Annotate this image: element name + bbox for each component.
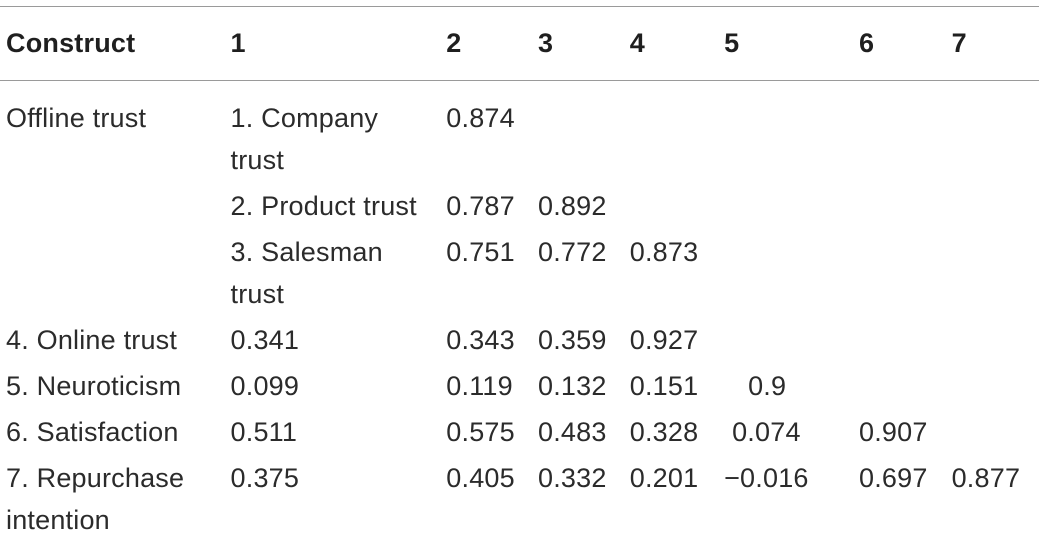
value-cell: 0.697: [858, 463, 928, 493]
table-row: 5. Neuroticism 0.099 0.119 0.132 0.151 0…: [0, 361, 1039, 407]
construct-cell: [0, 227, 231, 315]
value-cell: 0.772: [538, 237, 607, 267]
table-row: 6. Satisfaction 0.511 0.575 0.483 0.328 …: [0, 407, 1039, 453]
correlation-table: Construct 1 2 3 4 5 6 7 Offline trust 1.…: [0, 6, 1039, 541]
value-cell: 0.892: [538, 191, 607, 221]
header-construct: Construct: [6, 28, 136, 58]
construct-cell: 4. Online trust: [6, 325, 178, 355]
header-row: Construct 1 2 3 4 5 6 7: [0, 6, 1039, 81]
value-cell: [952, 227, 1039, 315]
subconstruct-cell: 3. Salesman trust: [231, 227, 447, 315]
header-col-6: 6: [858, 28, 875, 58]
table-row: 3. Salesman trust 0.751 0.772 0.873: [0, 227, 1039, 315]
value-cell: 0.132: [538, 371, 607, 401]
header-col-7: 7: [951, 28, 967, 58]
value-cell: 0.873: [629, 237, 699, 267]
value-cell: [630, 181, 724, 227]
construct-cell: Offline trust: [6, 103, 147, 133]
header-col-3: 3: [538, 28, 554, 58]
value-cell: 0.9: [748, 371, 787, 401]
value-cell: 0.099: [230, 371, 300, 401]
subconstruct-label: 1. Company trust: [230, 103, 379, 175]
construct-cell: 5. Neuroticism: [6, 371, 182, 401]
value-cell: 0.201: [629, 463, 699, 493]
subconstruct-label: 3. Salesman trust: [230, 237, 383, 309]
value-cell: [952, 407, 1039, 453]
value-cell: [630, 81, 724, 182]
value-cell: 0.877: [951, 463, 1021, 493]
table-row: 4. Online trust 0.341 0.343 0.359 0.927: [0, 315, 1039, 361]
value-cell: [952, 81, 1039, 182]
table-row: 7. Repurchase intention 0.375 0.405 0.33…: [0, 453, 1039, 541]
table-row: Offline trust 1. Company trust 0.874: [0, 81, 1039, 182]
header-col-5: 5: [724, 28, 740, 58]
value-cell: [724, 181, 859, 227]
value-cell: 0.328: [629, 417, 699, 447]
value-cell: [724, 81, 859, 182]
value-cell: 0.151: [629, 371, 699, 401]
value-cell: 0.359: [538, 325, 607, 355]
construct-label: 7. Repurchase intention: [6, 463, 185, 535]
value-cell: [859, 227, 952, 315]
construct-cell: 7. Repurchase intention: [0, 453, 231, 541]
value-cell: [724, 315, 859, 361]
header-col-4: 4: [629, 28, 645, 58]
value-cell: 0.119: [446, 371, 513, 401]
value-cell: −0.016: [724, 463, 809, 493]
value-cell: [952, 315, 1039, 361]
value-cell: 0.927: [629, 325, 699, 355]
table-row: 2. Product trust 0.787 0.892: [0, 181, 1039, 227]
value-cell: 0.332: [538, 463, 607, 493]
value-cell: 0.341: [230, 325, 300, 355]
value-cell: [952, 361, 1039, 407]
value-cell: 0.074: [732, 417, 801, 447]
value-cell: [859, 81, 952, 182]
value-cell: [724, 227, 859, 315]
value-cell: [952, 181, 1039, 227]
value-cell: 0.787: [446, 191, 515, 221]
value-cell: 0.575: [446, 417, 515, 447]
value-cell: 0.874: [446, 103, 515, 133]
value-cell: [538, 81, 630, 182]
value-cell: 0.405: [446, 463, 515, 493]
construct-cell: 6. Satisfaction: [6, 417, 179, 447]
value-cell: 0.907: [858, 417, 928, 447]
subconstruct-cell: 1. Company trust: [231, 81, 447, 182]
value-cell: 0.511: [230, 417, 298, 447]
subconstruct-cell: 2. Product trust: [230, 191, 417, 221]
value-cell: 0.483: [538, 417, 607, 447]
value-cell: [859, 315, 952, 361]
value-cell: 0.375: [230, 463, 300, 493]
value-cell: [859, 361, 952, 407]
header-col-2: 2: [446, 28, 462, 58]
construct-cell: [0, 181, 231, 227]
value-cell: 0.343: [446, 325, 515, 355]
header-col-1: 1: [230, 28, 246, 58]
value-cell: [859, 181, 952, 227]
value-cell: 0.751: [446, 237, 515, 267]
